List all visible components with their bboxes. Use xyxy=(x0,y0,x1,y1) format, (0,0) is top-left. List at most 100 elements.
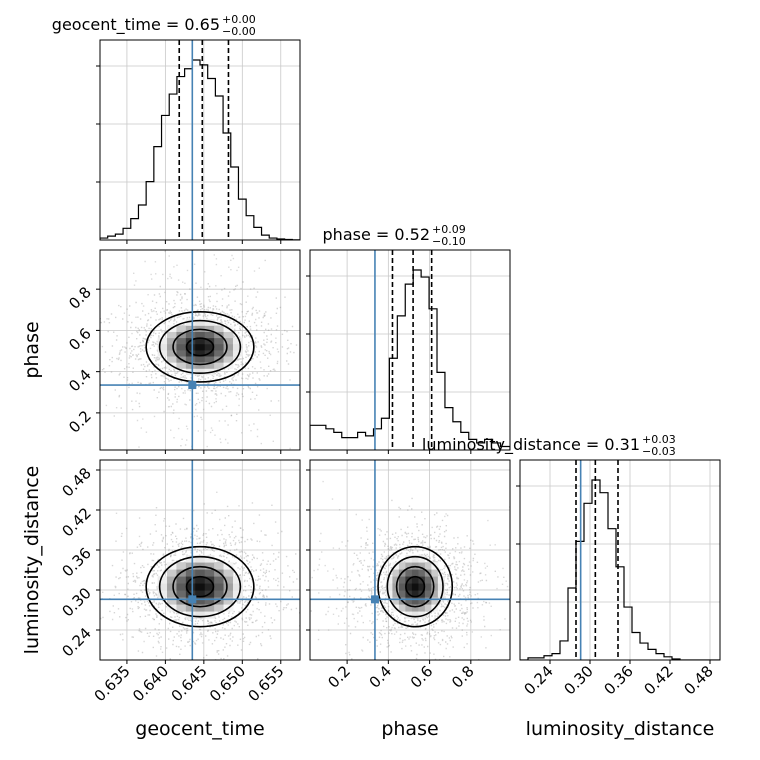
density-cell xyxy=(232,590,243,598)
density-cell xyxy=(185,362,196,369)
density-cell xyxy=(418,583,426,591)
density-cell xyxy=(392,569,400,577)
density-cell xyxy=(195,562,206,570)
truth-marker xyxy=(370,595,379,604)
density-cell xyxy=(157,590,168,598)
density-cell xyxy=(195,362,206,369)
density-cell xyxy=(392,590,400,598)
panel-frame xyxy=(519,459,721,661)
title-value: geocent_time = 0.65 xyxy=(52,15,220,35)
density-cell xyxy=(176,325,187,332)
density-cell xyxy=(411,604,419,612)
density-cell xyxy=(223,583,234,591)
y-tick-label: 0.42 xyxy=(58,504,94,540)
density-cell xyxy=(223,569,234,577)
x-axis-label-phase: phase xyxy=(381,718,438,740)
panel-phase-vs-luminosity_distance: 0.2 0.4 0.6 0.8 xyxy=(306,459,511,692)
density-cell xyxy=(418,611,426,619)
density-cell xyxy=(157,583,168,591)
truth-marker xyxy=(188,595,197,604)
contour-level-2 xyxy=(172,565,228,608)
density-cell xyxy=(167,569,177,577)
density-cell xyxy=(392,576,400,584)
density-cell xyxy=(185,319,196,326)
density-cell xyxy=(195,337,206,345)
title-upper-error: +0.09 xyxy=(432,223,466,236)
density-cell xyxy=(204,331,215,339)
density-cell xyxy=(431,583,439,591)
density-cell xyxy=(167,343,177,351)
density-cell xyxy=(214,337,224,345)
density-cell xyxy=(176,343,187,351)
density-cell xyxy=(223,343,234,351)
panel-geocent_time-vs-phase: 0.2 0.4 0.6 0.8 xyxy=(65,249,301,454)
density-cell xyxy=(431,576,439,584)
density-cell xyxy=(411,611,419,619)
density-cell xyxy=(223,331,234,339)
density-cell xyxy=(385,583,393,591)
density-cell xyxy=(398,576,406,584)
title-lower-error: −0.03 xyxy=(642,445,676,458)
x-tick-label: 0.650 xyxy=(206,662,249,705)
density-cell xyxy=(176,362,187,369)
contour-level-4 xyxy=(377,545,454,628)
density-cell xyxy=(232,576,243,584)
density-cell xyxy=(176,576,187,584)
contour-level-3 xyxy=(158,319,242,374)
y-tick-label: 0.24 xyxy=(58,624,94,660)
density-cell xyxy=(195,356,206,363)
contour-level-3 xyxy=(386,555,444,618)
density-cell xyxy=(167,337,177,345)
density-cell xyxy=(214,583,224,591)
density-cell xyxy=(405,562,413,570)
density-cell xyxy=(437,583,445,591)
density-cell xyxy=(167,349,177,357)
y-axis-label-phase: phase xyxy=(21,321,43,378)
panel-title-phase: phase = 0.52 +0.09−0.10 xyxy=(323,223,466,248)
x-tick-label: 0.645 xyxy=(168,662,211,705)
title-upper-error: +0.00 xyxy=(222,13,256,26)
density-cell xyxy=(185,368,196,375)
density-cell xyxy=(437,590,445,598)
density-cell xyxy=(214,576,224,584)
density-cell xyxy=(204,356,215,363)
y-tick-label: 0.30 xyxy=(58,584,94,620)
density-cell xyxy=(185,569,196,577)
density-cell xyxy=(232,337,243,345)
density-cell xyxy=(214,604,224,612)
panel-plot-area xyxy=(100,40,300,240)
x-tick-label: 0.36 xyxy=(600,662,636,698)
density-cell xyxy=(411,576,419,584)
density-cell xyxy=(204,569,215,577)
density-cell xyxy=(167,331,177,339)
density-cell xyxy=(185,583,196,591)
density-cell xyxy=(405,611,413,619)
panel-frame xyxy=(99,249,301,451)
density-cell xyxy=(195,611,206,619)
y-tick-label: 0.48 xyxy=(58,464,94,500)
density-cell xyxy=(157,343,168,351)
density-cell xyxy=(204,555,215,563)
histogram-step-phase xyxy=(310,269,510,450)
density-cell xyxy=(195,368,206,375)
density-cell xyxy=(167,590,177,598)
density-cell xyxy=(176,562,187,570)
density-cell xyxy=(232,343,243,351)
contour-level-2 xyxy=(172,328,228,366)
contour-level-4 xyxy=(145,545,255,628)
density-cell xyxy=(204,562,215,570)
density-cell xyxy=(176,349,187,357)
density-cell xyxy=(418,569,426,577)
y-tick-label: 0.2 xyxy=(65,407,95,437)
density-cell xyxy=(214,362,224,369)
x-tick-label: 0.6 xyxy=(407,662,437,692)
density-cell xyxy=(214,590,224,598)
density-cell xyxy=(223,356,234,363)
x-tick-label: 0.655 xyxy=(244,662,287,705)
density-cell xyxy=(398,590,406,598)
density-cell xyxy=(204,611,215,619)
density-cell xyxy=(176,337,187,345)
x-tick-label: 0.4 xyxy=(366,662,396,692)
x-axis-label-luminosity_distance: luminosity_distance xyxy=(526,718,715,740)
